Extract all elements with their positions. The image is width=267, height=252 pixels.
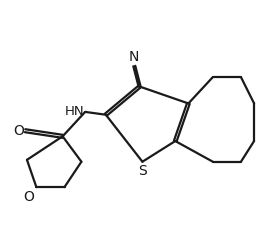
Text: O: O <box>13 124 24 138</box>
Text: O: O <box>23 190 34 204</box>
Text: HN: HN <box>64 105 84 118</box>
Text: S: S <box>138 164 147 178</box>
Text: N: N <box>129 50 139 64</box>
